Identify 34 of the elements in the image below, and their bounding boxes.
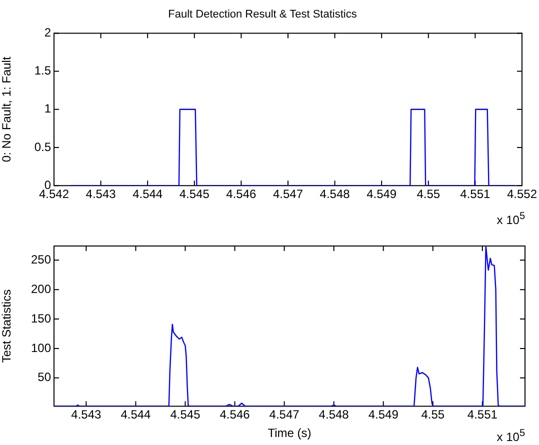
x-tick-label: 4.549 (366, 187, 397, 202)
y-tick-label: 1.5 (34, 64, 52, 78)
y-axis-title: Test Statistics (0, 289, 14, 363)
x-tick-label: 4.543 (86, 187, 116, 202)
y-tick-label: 2 (44, 26, 52, 40)
x-tick-label: 4.543 (71, 408, 102, 422)
text: x 10$^{5}$ (496, 211, 525, 227)
y-tick-label: 250 (30, 252, 52, 266)
y-tick-label: 100 (30, 340, 52, 355)
x-tick-label: 4.545 (170, 408, 201, 422)
x-tick-label: 4.551 (467, 408, 498, 422)
x-axis-title: Time (s) (268, 426, 312, 440)
x-tick-label: 4.544 (132, 187, 163, 202)
y-tick-label: 200 (30, 282, 52, 296)
y-tick-label: 1 (44, 102, 52, 116)
x-tick-label: 4.55 (416, 187, 440, 202)
x-tick-label: 4.552 (506, 187, 538, 202)
x-tick-label: 4.547 (272, 187, 304, 202)
x-tick-label: 4.545 (179, 187, 210, 202)
x-tick-label: 4.544 (120, 408, 152, 422)
x-tick-label: 4.548 (318, 408, 350, 422)
y-tick-label: 150 (30, 311, 52, 326)
text: x 10$^{5}$ (496, 428, 525, 444)
x-tick-label: 4.548 (320, 187, 350, 202)
x-tick-label: 4.549 (368, 408, 399, 422)
y-tick-label: 0.5 (34, 140, 52, 154)
x-tick-label: 4.546 (226, 187, 257, 202)
x-tick-label: 4.546 (220, 408, 250, 422)
x-tick-label: 4.551 (460, 187, 491, 202)
y-axis-title: 0: No Fault, 1: Fault (0, 56, 14, 162)
x-tick-label: 4.55 (421, 408, 445, 422)
chart-title: Fault Detection Result & Test Statistics (168, 8, 358, 21)
y-tick-label: 50 (38, 370, 52, 384)
x-tick-label: 4.547 (269, 408, 300, 422)
